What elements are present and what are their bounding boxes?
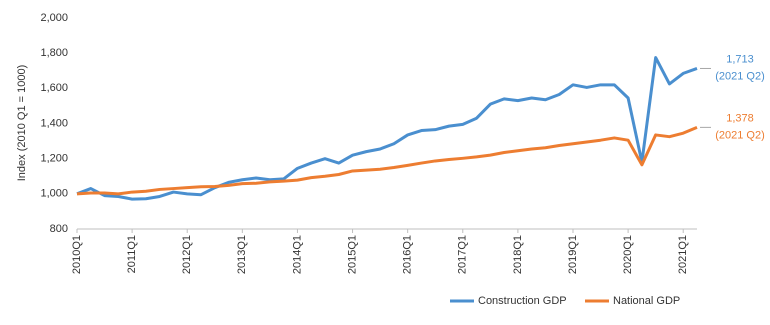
x-tick-label: 2020Q1 bbox=[622, 235, 634, 274]
y-tick-label: 1,600 bbox=[40, 82, 68, 94]
value-label: 1,713 bbox=[726, 53, 754, 65]
y-tick-label: 800 bbox=[50, 223, 68, 235]
x-tick-label: 2010Q1 bbox=[71, 235, 83, 274]
x-tick-label: 2018Q1 bbox=[512, 235, 524, 274]
legend-label: Construction GDP bbox=[478, 295, 567, 307]
y-tick-label: 1,000 bbox=[40, 188, 68, 200]
y-tick-label: 1,200 bbox=[40, 153, 68, 165]
x-tick-label: 2012Q1 bbox=[181, 235, 193, 274]
x-tick-label: 2011Q1 bbox=[126, 235, 138, 273]
series-line bbox=[76, 125, 698, 196]
y-tick-label: 2,000 bbox=[40, 12, 68, 24]
y-tick-label: 1,400 bbox=[40, 117, 68, 129]
x-tick-label: 2013Q1 bbox=[236, 235, 248, 274]
annotation: (2021 Q2) bbox=[715, 129, 765, 141]
x-tick-label: 2016Q1 bbox=[402, 235, 414, 274]
x-tick-label: 2019Q1 bbox=[567, 235, 579, 274]
series-line bbox=[76, 56, 698, 201]
y-axis-title: Index (2010 Q1 = 1000) bbox=[16, 65, 28, 182]
value-label: 1,378 bbox=[726, 112, 754, 124]
x-tick-label: 2021Q1 bbox=[677, 235, 689, 274]
annotation: (2021 Q2) bbox=[715, 70, 765, 82]
legend-label: National GDP bbox=[613, 295, 680, 307]
x-tick-label: 2015Q1 bbox=[346, 235, 358, 274]
x-tick-label: 2014Q1 bbox=[291, 235, 303, 274]
y-tick-label: 1,800 bbox=[40, 47, 68, 59]
x-tick-label: 2017Q1 bbox=[457, 235, 469, 274]
